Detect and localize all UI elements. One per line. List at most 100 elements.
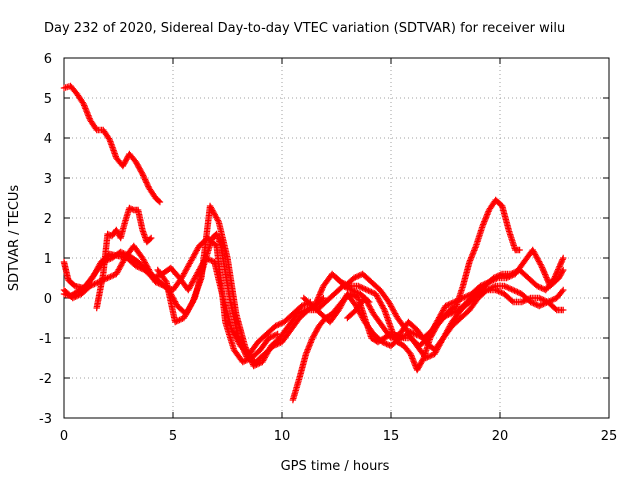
data-point xyxy=(253,361,260,368)
data-point xyxy=(387,334,395,342)
data-point xyxy=(546,298,553,305)
data-point xyxy=(560,306,567,314)
data-point xyxy=(316,291,323,298)
data-point xyxy=(208,257,215,264)
data-point xyxy=(242,345,250,353)
data-point xyxy=(273,322,281,329)
data-point xyxy=(127,205,135,212)
data-point xyxy=(505,284,512,292)
data-point xyxy=(317,288,325,295)
data-point xyxy=(536,294,543,302)
data-point xyxy=(538,301,546,308)
data-point xyxy=(299,308,307,315)
data-point xyxy=(365,287,372,294)
data-point xyxy=(347,286,354,293)
y-tick-label: 3 xyxy=(44,172,52,187)
data-point xyxy=(399,333,406,340)
data-point xyxy=(126,204,133,212)
data-point xyxy=(453,297,461,304)
data-point xyxy=(507,270,515,278)
y-axis-label: SDTVAR / TECUs xyxy=(7,185,22,292)
data-point xyxy=(105,135,113,142)
data-point xyxy=(540,268,548,275)
data-point xyxy=(353,273,361,280)
data-point xyxy=(522,296,530,304)
data-point xyxy=(363,286,371,294)
data-point xyxy=(295,310,302,317)
data-point xyxy=(246,352,253,360)
data-point xyxy=(525,295,533,302)
data-point xyxy=(446,310,454,318)
data-point xyxy=(533,282,541,290)
data-point xyxy=(132,262,140,270)
data-point xyxy=(313,297,321,304)
data-point xyxy=(358,284,365,291)
data-point xyxy=(508,297,516,305)
series-arc-11 xyxy=(300,286,567,362)
data-point xyxy=(318,287,325,294)
data-point xyxy=(502,283,510,290)
x-axis: 0 5 10 15 20 25 xyxy=(60,58,617,444)
data-point xyxy=(248,358,255,365)
data-point xyxy=(272,322,279,330)
y-tick-label: 1 xyxy=(44,252,52,267)
data-point xyxy=(360,285,368,292)
data-point xyxy=(536,284,544,291)
data-point xyxy=(139,172,147,179)
data-point xyxy=(551,274,558,282)
data-point xyxy=(118,249,126,256)
data-point xyxy=(247,357,255,364)
data-point xyxy=(442,312,449,320)
data-point xyxy=(70,294,78,301)
data-point xyxy=(359,284,366,292)
data-point xyxy=(171,318,179,326)
data-point xyxy=(177,316,185,323)
data-point xyxy=(422,354,430,362)
data-point xyxy=(153,273,160,280)
data-point xyxy=(495,288,502,295)
data-point xyxy=(97,278,104,285)
data-point xyxy=(557,260,564,267)
x-tick-label: 20 xyxy=(492,429,509,444)
data-point xyxy=(425,353,432,360)
data-point xyxy=(558,288,566,295)
data-point xyxy=(404,327,411,334)
data-point xyxy=(520,298,527,305)
data-point xyxy=(437,314,445,322)
data-point xyxy=(540,267,547,274)
data-point xyxy=(477,289,485,296)
data-point xyxy=(396,334,403,342)
data-point xyxy=(94,279,101,286)
data-point xyxy=(516,246,523,254)
data-point xyxy=(541,271,549,278)
data-point xyxy=(543,274,550,281)
data-point xyxy=(244,348,251,355)
chart-title: Day 232 of 2020, Sidereal Day-to-day VTE… xyxy=(44,21,565,36)
data-point xyxy=(89,281,97,288)
data-point xyxy=(276,320,284,328)
data-point xyxy=(480,288,488,295)
data-point xyxy=(318,285,326,293)
data-point xyxy=(247,355,254,363)
data-point xyxy=(442,302,449,310)
data-point xyxy=(537,302,544,309)
data-point xyxy=(547,297,555,304)
data-point xyxy=(524,296,531,303)
data-point xyxy=(493,287,501,294)
data-point xyxy=(504,284,511,291)
data-point xyxy=(92,280,100,287)
data-point xyxy=(542,272,549,280)
data-point xyxy=(299,302,307,309)
data-point xyxy=(139,170,146,178)
data-point xyxy=(494,272,502,280)
data-point xyxy=(110,272,117,279)
data-point xyxy=(98,277,105,284)
data-point xyxy=(551,273,559,280)
data-point xyxy=(301,301,308,308)
data-point xyxy=(538,262,545,270)
data-point xyxy=(298,308,305,316)
data-point xyxy=(298,302,305,310)
y-tick-label: 0 xyxy=(44,292,52,307)
data-point xyxy=(459,294,467,302)
